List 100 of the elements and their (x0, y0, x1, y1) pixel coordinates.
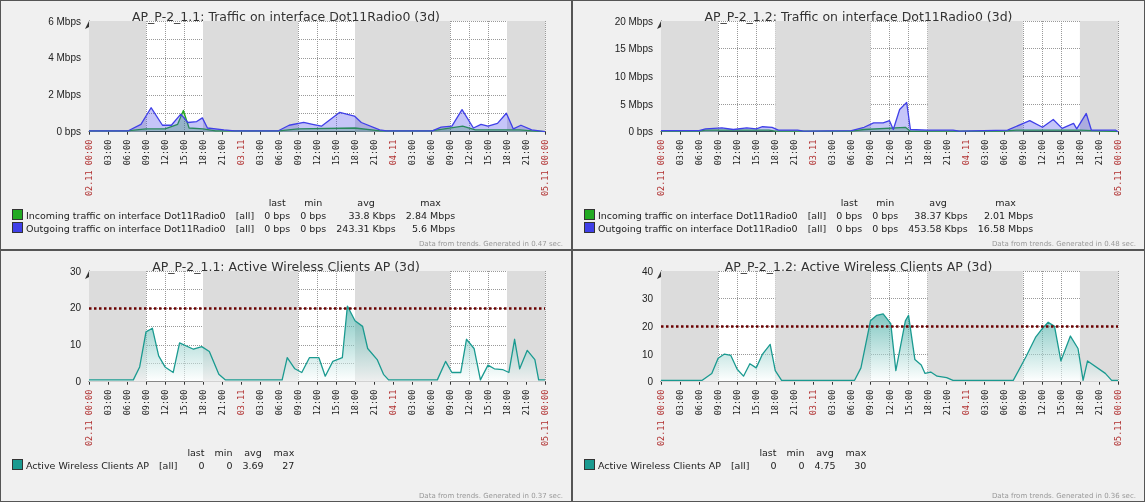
x-tick-label: 09:00 (141, 389, 151, 416)
text: 5.6 Mbps (410, 222, 457, 235)
x-tick-label: 15:00 (1055, 389, 1066, 416)
x-tick-label: 21:00 (217, 139, 227, 166)
text: 0 bps (835, 209, 864, 222)
text: 0 bps (835, 222, 864, 235)
text: avg (815, 447, 835, 459)
text: 0 (197, 459, 206, 472)
x-tick-label: 06:00 (694, 139, 705, 166)
text: 3.69 (241, 459, 265, 472)
x-tick-label: 15:00 (483, 139, 493, 166)
x-tick-label: 09:00 (293, 389, 303, 416)
x-tick-label: 21:00 (1093, 389, 1104, 416)
text: 0 bps (263, 209, 292, 222)
text: 0 (797, 459, 806, 472)
chart-title: AP_P-2_1.1: Traffic on interface Dot11Radio0 (3d) (132, 9, 440, 24)
x-tick-label: 18:00 (1074, 389, 1085, 416)
y-tick-label: 10 (641, 348, 654, 360)
y-tick-label: 0 (647, 376, 654, 388)
text: last (267, 197, 287, 209)
x-tick-label: 03:00 (979, 139, 990, 166)
y-tick-label: 0 bps (628, 126, 653, 138)
text: [all] (729, 459, 751, 472)
x-tick-label: 06:00 (846, 139, 857, 166)
x-tick-label: 03:00 (103, 389, 113, 416)
x-tick-label: 18:00 (1074, 139, 1085, 166)
x-tick-label: 09:00 (293, 139, 303, 166)
text: last (839, 197, 859, 209)
x-tick-label: 03.11 (236, 139, 246, 166)
text: [all] (157, 459, 179, 472)
x-tick-label: 06:00 (122, 139, 132, 166)
y-tick-label: 5 Mbps (620, 98, 653, 110)
x-tick-label: 02.11 00:00 (656, 139, 666, 197)
x-tick-label: 04.11 (388, 139, 398, 166)
y-tick-label: 40 (641, 265, 654, 277)
x-tick-label: 09:00 (445, 389, 455, 416)
y-tick-label: 30 (641, 293, 654, 305)
chart-title: AP_P-2_1.2: Traffic on interface Dot11Radio0 (3d) (704, 9, 1013, 24)
x-tick-label: 06:00 (998, 139, 1009, 166)
x-tick-label: 06:00 (274, 389, 284, 416)
x-tick-label: 03:00 (827, 139, 838, 166)
x-tick-label: 12:00 (1036, 139, 1047, 166)
text: avg (243, 447, 263, 459)
text: min (785, 447, 806, 459)
x-tick-label: 12:00 (884, 389, 895, 416)
x-tick-label: 12:00 (1036, 389, 1047, 416)
y-tick-label: 20 (69, 302, 82, 314)
y-tick-label: 6 Mbps (48, 15, 81, 27)
text: 0 (225, 459, 234, 472)
text: 38.37 Kbps (913, 209, 969, 222)
legend-label: Outgoing traffic on interface Dot11Radio0 (25, 222, 227, 235)
x-tick-label: 12:00 (464, 389, 474, 416)
x-tick-label: 15:00 (331, 389, 341, 416)
text: 33.8 Kbps (347, 209, 397, 222)
text: 453.58 Kbps (907, 222, 969, 235)
legend-label: Active Wireless Clients AP (25, 459, 150, 472)
x-tick-label: 15:00 (483, 389, 493, 416)
x-tick-label: 18:00 (350, 389, 360, 416)
x-tick-label: 03.11 (236, 389, 246, 416)
x-tick-label: 09:00 (445, 139, 455, 166)
x-tick-label: 05.11 00:00 (540, 389, 550, 447)
x-tick-label: 03:00 (103, 139, 113, 166)
text: 2.01 Mbps (982, 209, 1035, 222)
x-tick-label: 02.11 00:00 (84, 139, 94, 197)
x-tick-label: 09:00 (713, 389, 724, 416)
legend-label: Incoming traffic on interface Dot11Radio0 (25, 209, 227, 222)
x-tick-label: 03:00 (255, 139, 265, 166)
x-tick-label: 21:00 (217, 389, 227, 416)
chart-title: AP_P-2_1.2: Active Wireless Clients AP (3d) (724, 259, 993, 274)
x-tick-label: 09:00 (1017, 139, 1028, 166)
text: 0 bps (263, 222, 292, 235)
x-tick-label: 04.11 (960, 139, 971, 166)
x-tick-label: 09:00 (141, 139, 151, 166)
text: 4.75 (813, 459, 837, 472)
x-tick-label: 09:00 (865, 139, 876, 166)
text: [all] (234, 209, 256, 222)
x-tick-label: 05.11 00:00 (1113, 139, 1123, 197)
x-tick-label: 15:00 (903, 389, 914, 416)
x-tick-label: 18:00 (922, 139, 933, 166)
y-tick-label: 20 (641, 320, 654, 332)
x-tick-label: 15:00 (1055, 139, 1066, 166)
legend-label: Incoming traffic on interface Dot11Radio0 (597, 209, 799, 222)
x-tick-label: 03:00 (675, 139, 686, 166)
x-tick-label: 03.11 (808, 389, 819, 416)
y-tick-label: 2 Mbps (48, 89, 81, 101)
text: 16.58 Mbps (976, 222, 1035, 235)
x-tick-label: 04.11 (960, 389, 971, 416)
x-tick-label: 02.11 00:00 (656, 389, 666, 447)
y-tick-label: 4 Mbps (48, 52, 81, 64)
text: last (186, 447, 206, 459)
x-tick-label: 09:00 (713, 139, 724, 166)
x-tick-label: 05.11 00:00 (1113, 389, 1123, 447)
legend-label: Outgoing traffic on interface Dot11Radio0 (597, 222, 799, 235)
text: 0 bps (299, 209, 328, 222)
text: 30 (853, 459, 868, 472)
text: max (994, 197, 1017, 209)
text: 0 (769, 459, 778, 472)
text: max (844, 447, 868, 459)
text: 243.31 Kbps (335, 222, 397, 235)
x-tick-label: 21:00 (789, 389, 800, 416)
